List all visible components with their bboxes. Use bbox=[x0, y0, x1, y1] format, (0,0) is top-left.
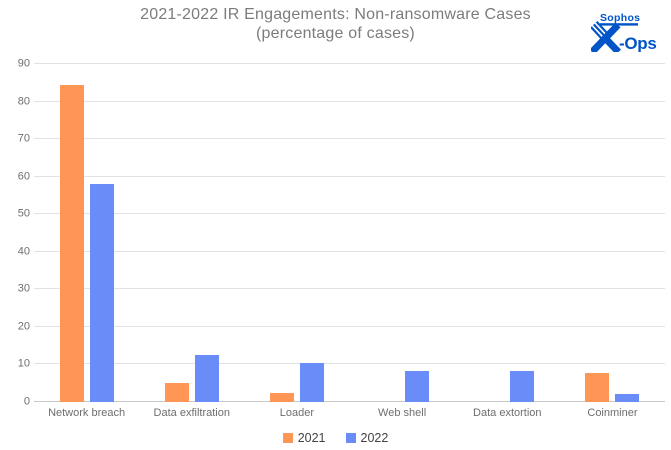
x-tick-label-web-shell: Web shell bbox=[378, 407, 427, 419]
legend-label-2021: 2021 bbox=[297, 431, 326, 445]
chart-subtitle: (percentage of cases) bbox=[256, 25, 415, 42]
bar-2021-data-exfiltration bbox=[164, 383, 189, 402]
bar-2022-loader bbox=[299, 362, 324, 402]
legend-item-2022: 2022 bbox=[345, 431, 389, 445]
x-axis: Network breach Data exfiltration Loader Web… bbox=[34, 407, 665, 419]
gridline-90 bbox=[34, 63, 665, 64]
y-tick-label-10: 10 bbox=[17, 357, 30, 370]
y-axis: 0 10 20 30 40 50 60 70 80 90 bbox=[0, 58, 30, 407]
legend-item-2021: 2021 bbox=[282, 431, 326, 445]
gridline-10 bbox=[34, 363, 665, 365]
sophos-wordmark: Sophos bbox=[600, 12, 640, 24]
x-tick-label-coinminer: Coinminer bbox=[587, 407, 638, 419]
bar-2021-loader bbox=[269, 392, 294, 402]
y-tick-label-50: 50 bbox=[17, 207, 30, 220]
chart-title: 2021-2022 IR Engagements: Non-ransomware… bbox=[140, 6, 531, 23]
logo-underline bbox=[600, 23, 638, 26]
y-tick-label-80: 80 bbox=[17, 95, 30, 108]
bar-2022-coinminer bbox=[615, 393, 640, 402]
legend-swatch-2022 bbox=[345, 433, 356, 443]
bar-group-loader bbox=[244, 64, 349, 402]
ops-wordmark: -Ops bbox=[619, 34, 657, 52]
gridline-50 bbox=[34, 213, 665, 215]
legend-label-2022: 2022 bbox=[360, 431, 389, 445]
x-glyph bbox=[591, 21, 622, 52]
x-tick-label-network-breach: Network breach bbox=[48, 407, 126, 419]
bar-2022-network-breach bbox=[89, 184, 114, 402]
gridline-20 bbox=[34, 325, 665, 327]
bar-group-coinminer bbox=[560, 64, 665, 402]
gridline-30 bbox=[34, 288, 665, 290]
bar-2021-network-breach bbox=[59, 84, 84, 402]
bar-2022-web-shell bbox=[405, 370, 430, 402]
x-tick-label-data-extortion: Data extortion bbox=[473, 407, 542, 419]
chart-header: 2021-2022 IR Engagements: Non-ransomware… bbox=[0, 5, 671, 43]
sophos-x-ops-logo: Sophos -Ops bbox=[591, 12, 657, 52]
y-tick-label-70: 70 bbox=[17, 132, 30, 145]
gridline-80 bbox=[34, 100, 665, 102]
bar-2022-data-extortion bbox=[510, 370, 535, 402]
legend: 2021 2022 bbox=[0, 431, 671, 445]
x-axis-baseline bbox=[34, 401, 665, 402]
gridline-40 bbox=[34, 250, 665, 252]
y-tick-label-60: 60 bbox=[17, 170, 30, 183]
y-tick-label-90: 90 bbox=[17, 57, 30, 70]
x-tick-label-data-exfiltration: Data exfiltration bbox=[153, 407, 230, 419]
y-tick-label-30: 30 bbox=[17, 282, 30, 295]
bar-group-data-exfiltration bbox=[139, 64, 244, 402]
bar-2021-coinminer bbox=[585, 372, 610, 402]
x-tick-label-loader: Loader bbox=[279, 407, 315, 419]
bar-2022-data-exfiltration bbox=[194, 355, 219, 402]
gridline-60 bbox=[34, 175, 665, 177]
gridline-70 bbox=[34, 138, 665, 140]
y-tick-label-20: 20 bbox=[17, 320, 30, 333]
bar-groups bbox=[34, 64, 665, 402]
bar-group-data-extortion bbox=[455, 64, 560, 402]
y-tick-label-40: 40 bbox=[17, 245, 30, 258]
legend-swatch-2021 bbox=[282, 433, 293, 443]
bar-group-network-breach bbox=[34, 64, 139, 402]
plot-area bbox=[34, 63, 665, 402]
bar-group-web-shell bbox=[350, 64, 455, 402]
y-tick-label-0: 0 bbox=[23, 395, 30, 408]
